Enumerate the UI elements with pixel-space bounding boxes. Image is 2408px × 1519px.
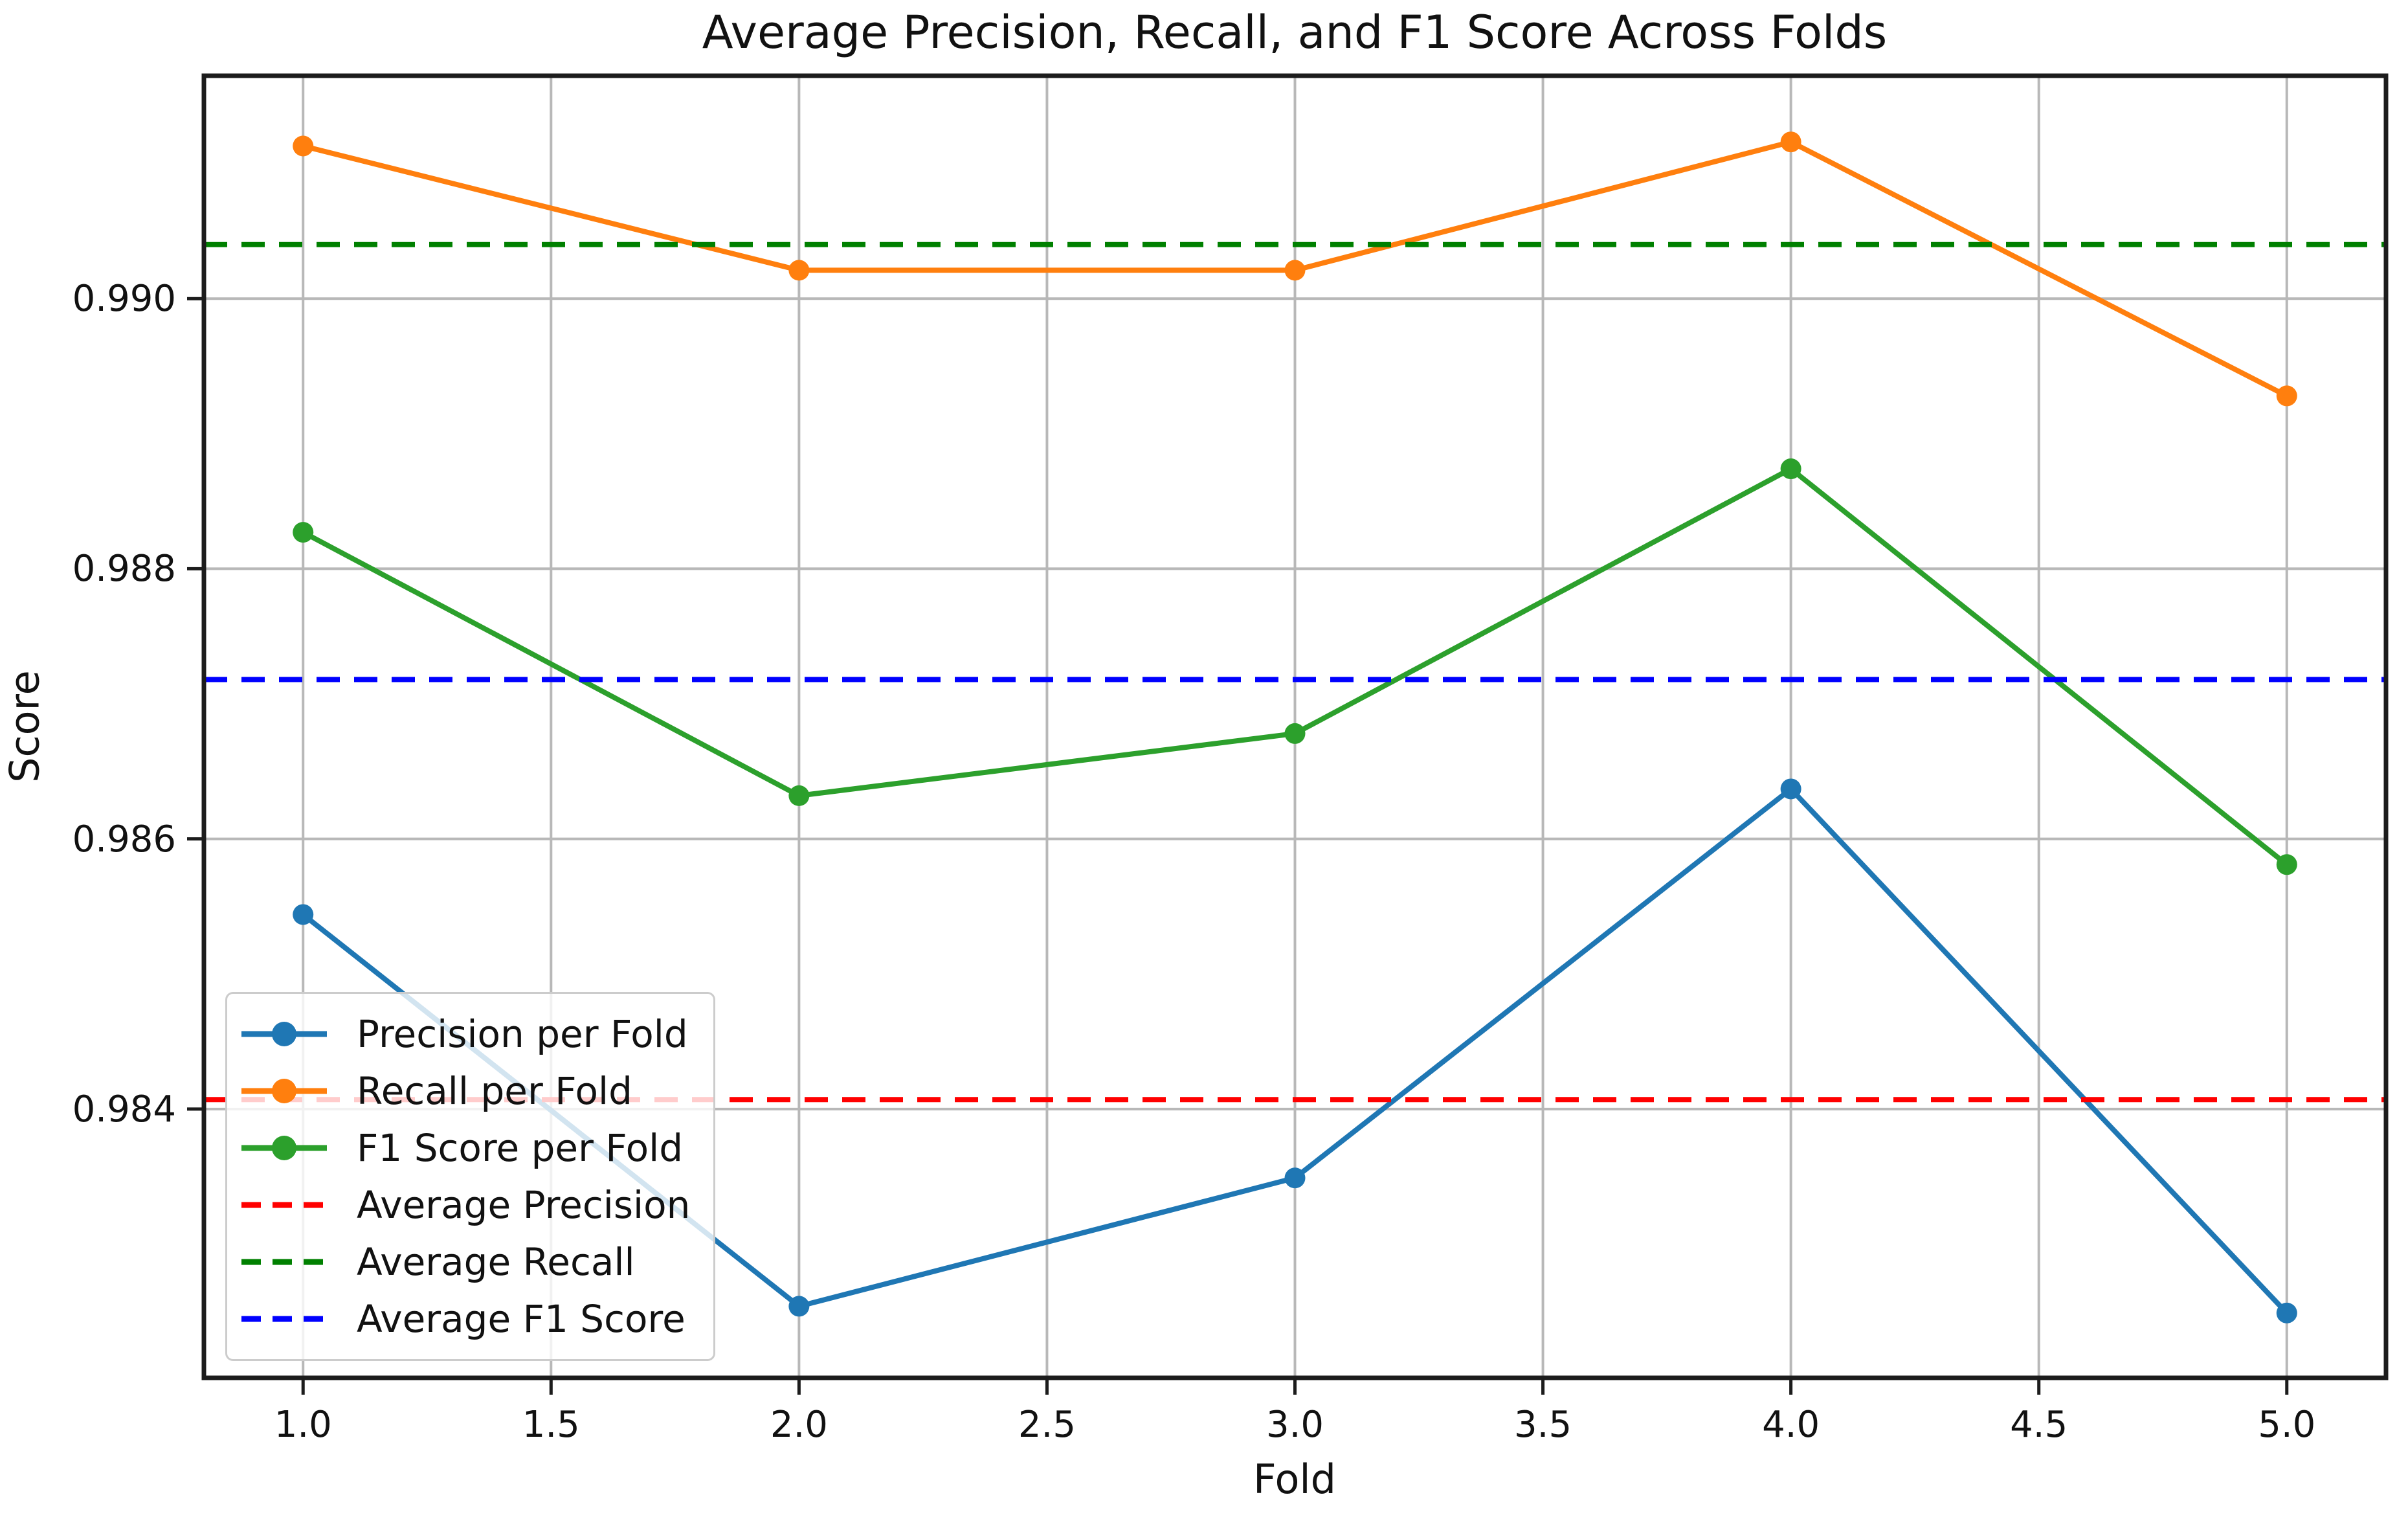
data-point-marker (2276, 385, 2297, 407)
x-tick-label: 3.0 (1265, 1404, 1324, 1446)
y-tick-label: 0.988 (72, 548, 176, 591)
legend-swatch-marker (272, 1022, 296, 1046)
x-tick-label: 5.0 (2258, 1404, 2316, 1446)
legend-item: Average Precision (239, 1176, 690, 1233)
y-tick-label: 0.986 (72, 818, 176, 861)
data-point-marker (788, 260, 810, 281)
legend-dashed-line-swatch (241, 1259, 327, 1265)
legend-item: Recall per Fold (239, 1063, 690, 1120)
legend-line-marker-swatch (241, 1022, 327, 1046)
data-point-marker (2276, 1302, 2297, 1323)
data-point-marker (788, 785, 810, 806)
x-tick-label: 3.5 (1514, 1404, 1572, 1446)
y-axis-label: Score (1, 670, 49, 783)
data-point-marker (1780, 458, 1801, 480)
legend-swatch-marker (272, 1079, 296, 1103)
data-point-marker (1284, 260, 1306, 281)
data-point-marker (293, 522, 314, 543)
legend-line-marker-swatch (241, 1136, 327, 1160)
x-tick-label: 2.5 (1018, 1404, 1076, 1446)
data-point-marker (293, 135, 314, 157)
legend-label: Average Recall (357, 1240, 635, 1284)
data-point-marker (1780, 778, 1801, 800)
data-point-marker (1284, 1167, 1306, 1189)
legend-line-marker-swatch (241, 1079, 327, 1103)
legend-label: Precision per Fold (357, 1012, 688, 1056)
chart-title: Average Precision, Recall, and F1 Score … (702, 6, 1888, 59)
x-tick-label: 2.0 (770, 1404, 828, 1446)
legend-item: Average F1 Score (239, 1290, 690, 1347)
legend-dashed-line-swatch (241, 1316, 327, 1322)
x-tick-label: 1.0 (274, 1404, 332, 1446)
x-tick-label: 4.5 (2010, 1404, 2068, 1446)
legend-label: Average F1 Score (357, 1297, 686, 1341)
y-tick-label: 0.990 (72, 278, 176, 321)
data-point-marker (1780, 131, 1801, 153)
data-point-marker (788, 1296, 810, 1317)
legend-item: Precision per Fold (239, 1006, 690, 1063)
legend: Precision per Fold Recall per Fold F1 Scor… (225, 992, 716, 1361)
data-point-marker (293, 904, 314, 925)
x-axis-label: Fold (1253, 1456, 1336, 1503)
legend-label: Average Precision (357, 1183, 691, 1227)
x-tick-label: 4.0 (1762, 1404, 1820, 1446)
data-point-marker (1284, 723, 1306, 744)
legend-item: F1 Score per Fold (239, 1120, 690, 1176)
legend-item: Average Recall (239, 1233, 690, 1290)
data-point-marker (2276, 854, 2297, 875)
legend-dashed-line-swatch (241, 1202, 327, 1208)
y-tick-label: 0.984 (72, 1088, 176, 1131)
x-tick-label: 1.5 (522, 1404, 580, 1446)
legend-label: F1 Score per Fold (357, 1126, 684, 1170)
legend-label: Recall per Fold (357, 1069, 632, 1113)
legend-swatch-marker (272, 1136, 296, 1160)
